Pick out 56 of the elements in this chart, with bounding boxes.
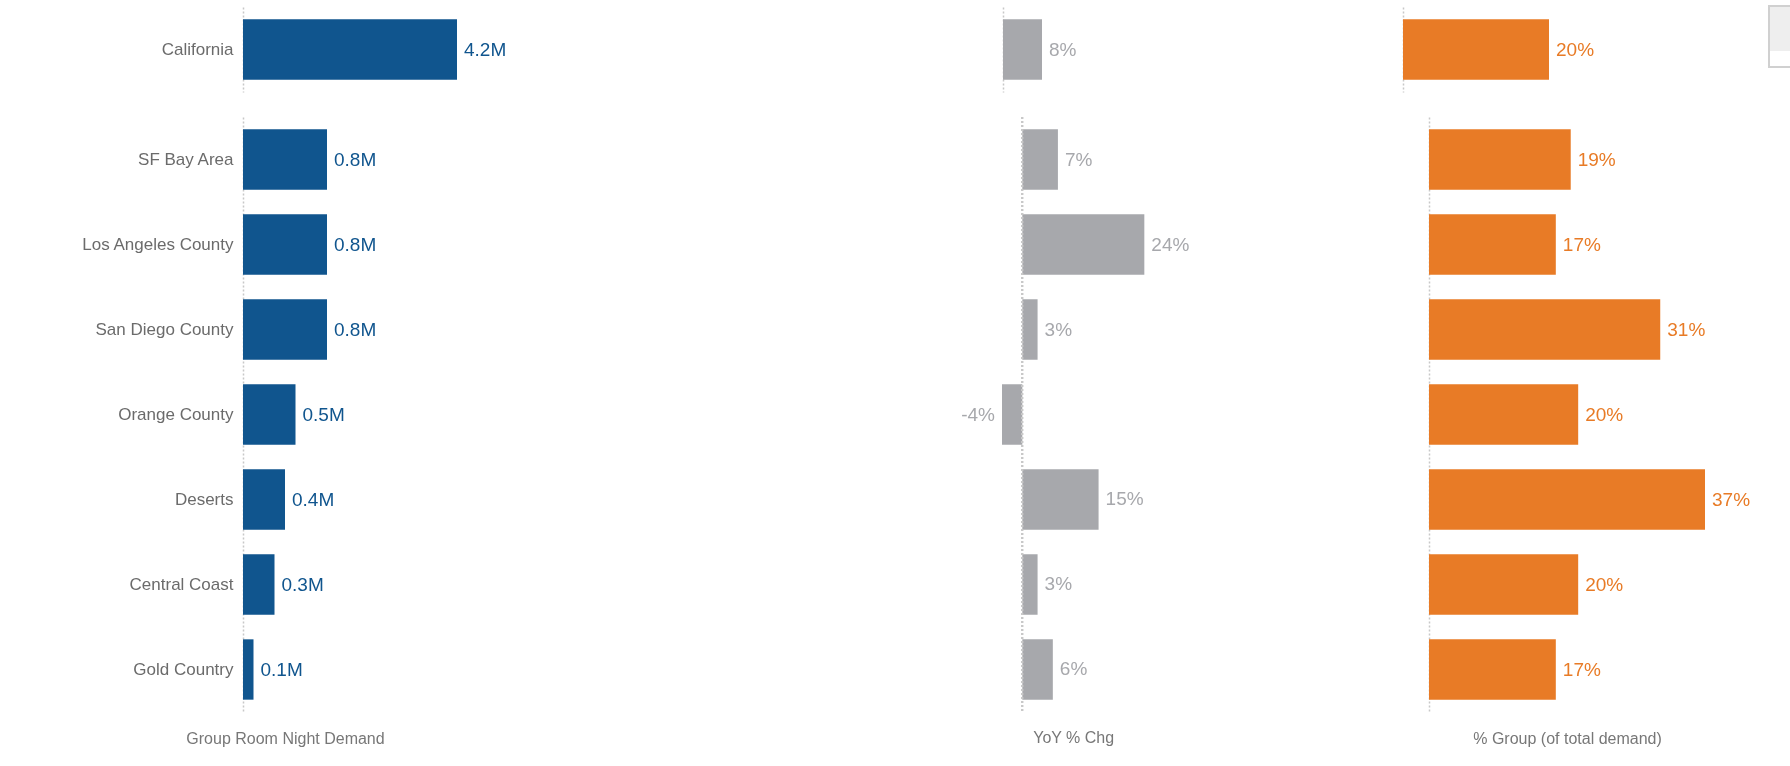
bar: [243, 384, 296, 445]
bar: [1429, 554, 1579, 615]
data-label: 8%: [1049, 38, 1077, 60]
data-label: 20%: [1585, 403, 1624, 425]
data-label: 37%: [1712, 488, 1751, 510]
data-label: 4.2M: [464, 38, 507, 60]
data-label: 7%: [1064, 148, 1093, 170]
data-label: 3%: [1044, 573, 1072, 595]
x-axis-title: % Group (of total demand): [1473, 729, 1662, 747]
data-label: 0.5M: [302, 403, 345, 425]
bar: [243, 214, 327, 275]
data-label: 0.8M: [334, 233, 377, 255]
data-label: 17%: [1562, 233, 1601, 255]
data-label: 6%: [1059, 658, 1088, 680]
bar: [243, 299, 327, 360]
data-label: 31%: [1667, 318, 1706, 340]
x-axis-title: YoY % Chg: [1032, 729, 1114, 747]
y-tick-label: Orange County: [118, 404, 234, 424]
y-tick-label: Los Angeles County: [82, 234, 234, 254]
data-label: 24%: [1150, 233, 1190, 255]
bar: [243, 639, 254, 700]
bar: [1001, 384, 1022, 445]
bar: [1429, 639, 1556, 700]
y-tick-label: Central Coast: [129, 574, 234, 594]
data-label: 0.4M: [292, 488, 335, 510]
bar: [1021, 469, 1099, 530]
y-tick-label: California: [161, 39, 235, 59]
bar: [1021, 554, 1038, 615]
y-tick-label: Deserts: [174, 489, 234, 509]
bar: [1021, 214, 1144, 275]
bar: [1429, 469, 1705, 530]
data-label: 19%: [1577, 148, 1616, 170]
data-label: 0.3M: [281, 573, 324, 595]
data-label: 17%: [1562, 658, 1601, 680]
x-axis-title: Group Room Night Demand: [186, 729, 385, 747]
bar: [1429, 214, 1556, 275]
bar: [1429, 299, 1661, 360]
data-label: -4%: [960, 403, 995, 425]
y-tick-label: SF Bay Area: [138, 149, 235, 169]
y-tick-label: Gold Country: [133, 659, 234, 679]
bar: [1021, 129, 1058, 190]
data-label: 0.8M: [334, 148, 377, 170]
bar: [1429, 384, 1579, 445]
bar: [1021, 639, 1053, 700]
bar: [243, 554, 275, 615]
data-label: 0.1M: [260, 658, 303, 680]
bar: [243, 469, 285, 530]
y-tick-label: San Diego County: [95, 319, 234, 339]
data-label: 3%: [1044, 318, 1072, 340]
data-label: 20%: [1556, 38, 1595, 60]
bar: [243, 129, 327, 190]
data-label: 20%: [1585, 573, 1624, 595]
bar: [1021, 299, 1038, 360]
data-label: 0.8M: [334, 318, 377, 340]
bar: [1429, 129, 1571, 190]
data-label: 15%: [1105, 488, 1144, 510]
